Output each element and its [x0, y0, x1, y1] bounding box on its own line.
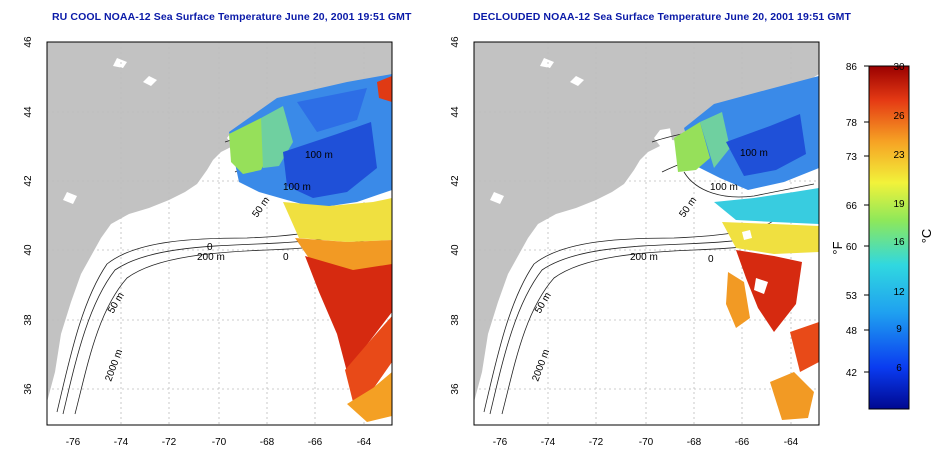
lat-tick-label: 38	[23, 314, 34, 326]
lon-tick-label: -64	[357, 437, 372, 448]
left-map-title: RU COOL NOAA-12 Sea Surface Temperature …	[52, 11, 412, 23]
lat-tick-label: 42	[23, 175, 34, 187]
lat-tick-label: 36	[450, 383, 461, 395]
celsius-tick-label: 12	[893, 287, 905, 298]
right-contour-label: 100 m	[710, 182, 738, 193]
left-contour-label: 200 m	[197, 252, 225, 263]
fahrenheit-tick-label: 48	[846, 326, 858, 337]
right-lon-axis: -76 -74 -72 -70 -68 -66 -64	[493, 437, 799, 448]
lon-tick-label: -70	[212, 437, 227, 448]
celsius-tick-label: 6	[896, 363, 902, 374]
lon-tick-label: -66	[735, 437, 750, 448]
lon-tick-label: -74	[114, 437, 129, 448]
left-contour-label: 100 m	[283, 182, 311, 193]
fahrenheit-tick-label: 86	[846, 62, 858, 73]
right-contour-label: 200 m	[630, 252, 658, 263]
lon-tick-label: -72	[162, 437, 177, 448]
lon-tick-label: -68	[260, 437, 275, 448]
lon-tick-label: -64	[784, 437, 799, 448]
celsius-unit-label: °C	[919, 229, 934, 244]
left-contour-label: 100 m	[305, 150, 333, 161]
right-contour-label: 100 m	[740, 148, 768, 159]
fahrenheit-tick-label: 73	[846, 152, 858, 163]
lat-tick-label: 38	[450, 314, 461, 326]
left-contour-label: 0	[283, 252, 289, 263]
lon-tick-label: -70	[639, 437, 654, 448]
celsius-tick-label: 23	[893, 150, 905, 161]
lat-tick-label: 40	[23, 244, 34, 256]
right-contour-label: 0	[708, 254, 714, 265]
celsius-tick-label: 26	[893, 111, 905, 122]
temperature-colorbar: 86 78 73 66 60 53 48 42 30 26 23 19 16 1…	[830, 62, 934, 410]
fahrenheit-tick-label: 53	[846, 291, 858, 302]
celsius-tick-label: 9	[896, 324, 902, 335]
lat-tick-label: 42	[450, 175, 461, 187]
lon-tick-label: -74	[541, 437, 556, 448]
lat-tick-label: 46	[23, 36, 34, 48]
celsius-tick-label: 19	[893, 199, 905, 210]
lon-tick-label: -66	[308, 437, 323, 448]
left-sst-map: 100 m 100 m 50 m 200 m 50 m 2000 m 0 0 4…	[23, 36, 393, 448]
lon-tick-label: -76	[493, 437, 508, 448]
lon-tick-label: -68	[687, 437, 702, 448]
lat-tick-label: 46	[450, 36, 461, 48]
left-lat-axis: 46 44 42 40 38 36	[23, 36, 34, 395]
fahrenheit-unit-label: °F	[830, 241, 845, 254]
lat-tick-label: 44	[450, 106, 461, 118]
celsius-tick-label: 16	[893, 237, 905, 248]
lat-tick-label: 40	[450, 244, 461, 256]
fahrenheit-tick-label: 60	[846, 242, 858, 253]
right-lat-axis: 46 44 42 40 38 36	[450, 36, 461, 395]
celsius-tick-label: 30	[893, 62, 905, 73]
right-map-title: DECLOUDED NOAA-12 Sea Surface Temperatur…	[473, 11, 852, 23]
left-contour-label: 0	[207, 242, 213, 253]
fahrenheit-tick-label: 42	[846, 368, 858, 379]
lat-tick-label: 36	[23, 383, 34, 395]
lon-tick-label: -76	[66, 437, 81, 448]
fahrenheit-tick-label: 78	[846, 118, 858, 129]
right-sst-map: 100 m 100 m 50 m 200 m 50 m 2000 m 0 46 …	[450, 36, 820, 448]
fahrenheit-tick-label: 66	[846, 201, 858, 212]
lat-tick-label: 44	[23, 106, 34, 118]
lon-tick-label: -72	[589, 437, 604, 448]
left-lon-axis: -76 -74 -72 -70 -68 -66 -64	[66, 437, 372, 448]
